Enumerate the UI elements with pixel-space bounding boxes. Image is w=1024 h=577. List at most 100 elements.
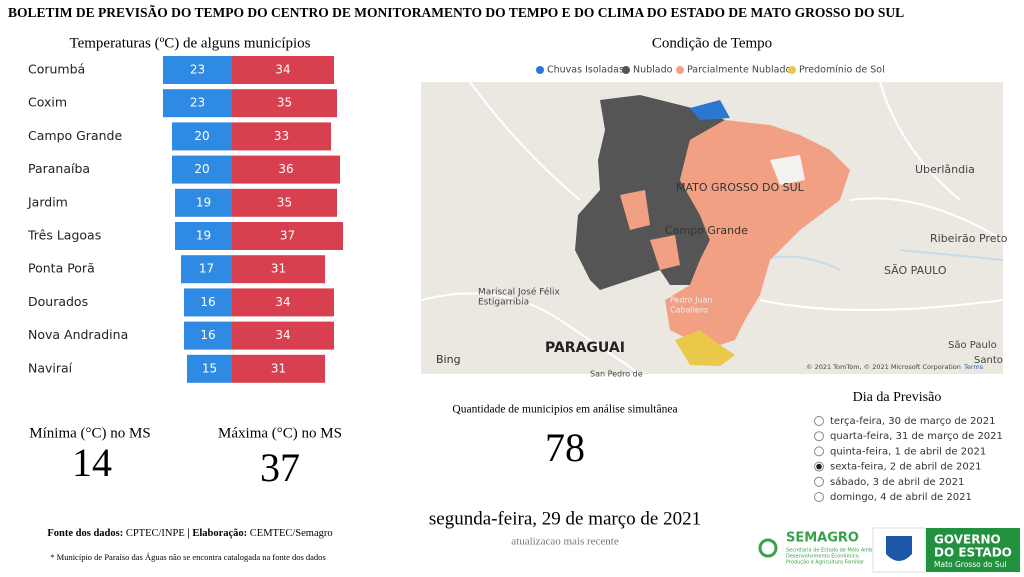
map-label: Ribeirão Preto <box>930 232 1008 245</box>
radio[interactable] <box>814 446 824 457</box>
data-label: 34 <box>275 328 290 342</box>
data-label: 16 <box>200 295 215 309</box>
category-label: Paranaíba <box>28 161 90 176</box>
radio-label[interactable]: quinta-feira, 1 de abril de 2021 <box>830 446 986 457</box>
made-label: | Elaboração: <box>187 528 247 539</box>
region-cloudy <box>575 95 725 290</box>
map-label: Pedro Juan <box>670 296 713 305</box>
map-label: Caballero <box>670 306 708 315</box>
forecast-title: Dia da Previsão <box>853 390 942 405</box>
data-label: 31 <box>271 361 286 375</box>
radio-label[interactable]: domingo, 4 de abril de 2021 <box>830 492 972 503</box>
legend-label: Chuvas Isoladas <box>547 65 624 76</box>
semagro-logo: SEMAGRO Secretaria de Estado de Meio Amb… <box>758 531 887 566</box>
data-label: 23 <box>190 96 205 110</box>
kpi-label: Máxima (°C) no MS <box>218 425 342 441</box>
bar-max <box>232 288 334 317</box>
radio-label[interactable]: sábado, 3 de abril de 2021 <box>830 476 964 488</box>
map-labels: MATO GROSSO DO SUL Campo Grande Uberlândia… <box>478 163 1008 379</box>
category-label: Ponta Porã <box>28 261 95 276</box>
data-label: 16 <box>200 328 215 342</box>
region-sun <box>675 330 735 366</box>
data-label: 19 <box>196 229 211 243</box>
bar-max <box>232 122 331 151</box>
data-label: 34 <box>275 295 290 309</box>
source-line: Fonte dos dados: CPTEC/INPE | Elaboração… <box>47 528 332 539</box>
data-label: 19 <box>196 195 211 209</box>
region-partly <box>650 235 680 270</box>
data-label: 17 <box>199 262 214 276</box>
radio-label[interactable]: terça-feira, 30 de março de 2021 <box>830 416 996 427</box>
bar-min <box>172 122 232 151</box>
data-label: 23 <box>190 63 205 77</box>
bar-max <box>232 222 343 250</box>
map-copyright: © 2021 TomTom, © 2021 Microsoft Corporat… <box>806 363 961 371</box>
region-partly <box>620 190 650 230</box>
region-none <box>770 155 805 185</box>
map-label: Campo Grande <box>665 224 748 237</box>
source: CPTEC/INPE <box>126 528 185 539</box>
category-label: Naviraí <box>28 360 73 375</box>
logo-line: DO ESTADO <box>934 546 1012 560</box>
radio-label[interactable]: sexta-feira, 2 de abril de 2021 <box>830 462 981 473</box>
data-label: 31 <box>271 262 286 276</box>
data-label: 35 <box>277 96 292 110</box>
bar-min <box>184 321 232 350</box>
data-label: 35 <box>277 195 292 209</box>
logo-line: GOVERNO <box>934 533 1001 547</box>
bar-min <box>172 155 232 184</box>
forecast-options: terça-feira, 30 de março de 2021 quarta-f… <box>814 416 1003 503</box>
bar-max <box>232 89 337 118</box>
radio[interactable] <box>814 476 824 487</box>
note: * Município de Paraíso das Águas não se … <box>50 552 325 562</box>
logo-text: SEMAGRO <box>786 531 859 546</box>
category-label: Coxim <box>28 95 67 110</box>
category-label: Corumbá <box>28 62 85 77</box>
data-label: 15 <box>202 361 217 375</box>
chart-title: Temperaturas (ºC) de alguns municípios <box>69 35 310 51</box>
made: CEMTEC/Semagro <box>250 528 333 539</box>
radio[interactable] <box>814 416 824 426</box>
kpi-label: Mínima (°C) no MS <box>29 425 150 441</box>
source-label: Fonte dos dados: <box>47 528 123 539</box>
legend-label: Nublado <box>633 65 673 76</box>
temperature-chart: Corumbá 23 34 Coxim 23 35 Campo Grande 20 33 Para… <box>27 56 343 383</box>
legend-swatch <box>676 66 684 74</box>
kpi-value: 14 <box>72 440 112 485</box>
kpi-value: 37 <box>260 445 300 490</box>
legend-swatch <box>622 66 630 74</box>
map-label: SÃO PAULO <box>884 264 947 277</box>
map-title: Condição de Tempo <box>652 35 772 51</box>
bar-min <box>181 255 232 284</box>
map: MATO GROSSO DO SUL Campo Grande Uberlândia… <box>420 81 1008 379</box>
bar-min <box>163 56 232 84</box>
bar-max <box>232 321 334 350</box>
report-title: BOLETIM DE PREVISÃO DO TEMPO DO CENTRO D… <box>8 5 904 20</box>
data-label: 36 <box>278 162 293 176</box>
legend-swatch <box>788 66 796 74</box>
region-rain <box>690 100 730 120</box>
radio[interactable] <box>814 431 824 442</box>
map-provider: Bing <box>436 353 461 366</box>
date-caption: atualizacao mais recente <box>511 536 619 548</box>
radio-label[interactable]: quarta-feira, 31 de março de 2021 <box>830 431 1003 442</box>
legend-swatch <box>536 66 544 74</box>
map-label: Estigarribia <box>478 298 529 308</box>
map-label: PARAGUAI <box>545 340 625 356</box>
radio[interactable] <box>814 492 824 502</box>
map-label: MATO GROSSO DO SUL <box>676 181 805 194</box>
category-label: Nova Andradina <box>28 327 128 342</box>
bar-max <box>232 155 340 184</box>
category-label: Dourados <box>28 294 88 309</box>
legend-label: Parcialmente Nublado <box>687 65 792 76</box>
date: segunda-feira, 29 de março de 2021 <box>429 508 701 529</box>
data-label: 33 <box>274 129 289 143</box>
legend-label: Predomínio de Sol <box>799 65 885 76</box>
category-label: Três Lagoas <box>27 228 101 243</box>
logo-subline: Desenvolvimento Econômico, <box>786 553 861 560</box>
map-terms[interactable]: Terms <box>963 363 984 371</box>
logo-subline: Produção e Agricultura Familiar <box>786 560 865 566</box>
